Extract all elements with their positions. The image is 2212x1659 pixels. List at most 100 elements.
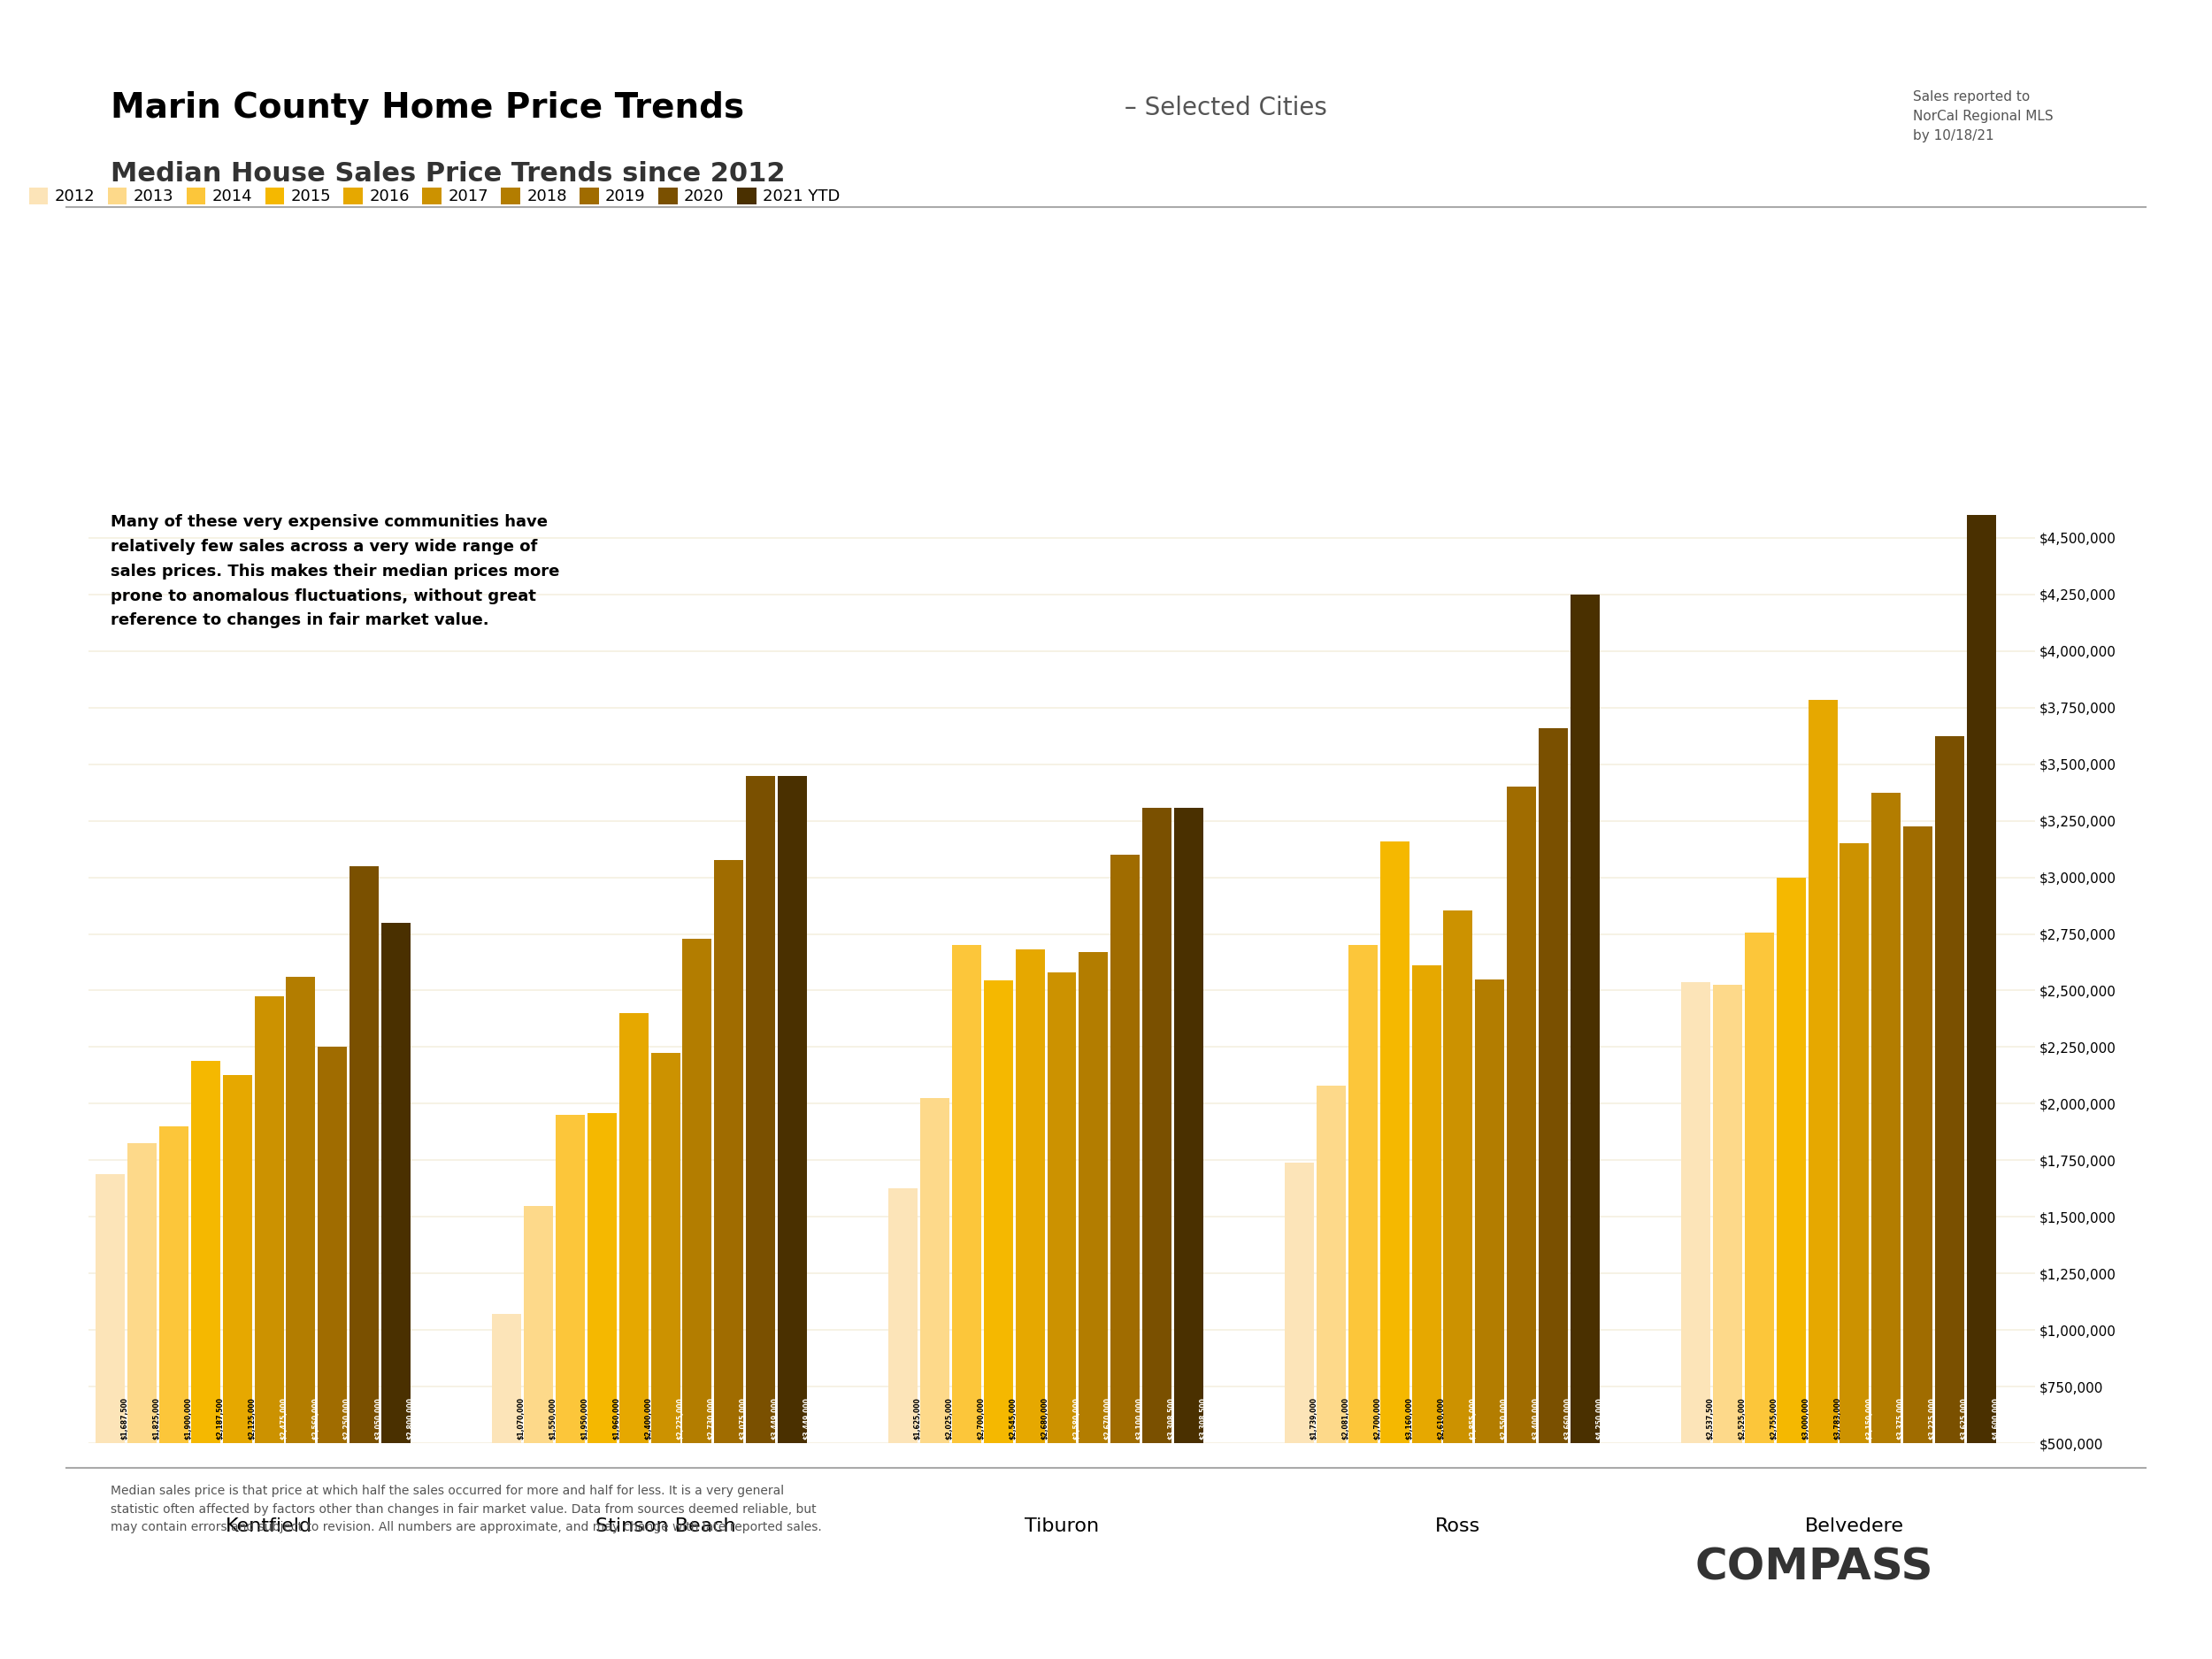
Bar	[524, 1206, 553, 1443]
Bar	[1966, 514, 1995, 1443]
Bar	[984, 980, 1013, 1443]
Bar	[588, 1113, 617, 1443]
Bar	[1380, 841, 1409, 1443]
Bar	[1807, 700, 1838, 1443]
Bar	[1411, 966, 1440, 1443]
Text: $2,610,000: $2,610,000	[1438, 1397, 1444, 1440]
Bar	[1712, 985, 1743, 1443]
Text: $3,150,000: $3,150,000	[1865, 1397, 1874, 1440]
Bar	[779, 776, 807, 1443]
Bar	[349, 866, 378, 1443]
Text: $2,580,000: $2,580,000	[1073, 1397, 1079, 1440]
Text: $1,625,000: $1,625,000	[914, 1397, 922, 1440]
Text: $2,670,000: $2,670,000	[1104, 1397, 1113, 1440]
Text: Median House Sales Price Trends since 2012: Median House Sales Price Trends since 20…	[111, 161, 785, 187]
Bar	[319, 1047, 347, 1443]
Text: $2,755,000: $2,755,000	[1770, 1397, 1778, 1440]
Text: $2,225,000: $2,225,000	[677, 1397, 684, 1440]
Text: Many of these very expensive communities have
relatively few sales across a very: Many of these very expensive communities…	[111, 514, 560, 629]
Text: $3,625,000: $3,625,000	[1960, 1397, 1969, 1440]
Text: Marin County Home Price Trends: Marin County Home Price Trends	[111, 91, 743, 124]
Bar	[128, 1143, 157, 1443]
Bar	[1540, 728, 1568, 1443]
Bar	[714, 861, 743, 1443]
Text: $2,081,000: $2,081,000	[1343, 1397, 1349, 1440]
Bar	[1141, 808, 1172, 1443]
Text: $2,800,000: $2,800,000	[407, 1397, 414, 1440]
Bar	[254, 995, 283, 1443]
Text: $2,730,000: $2,730,000	[708, 1397, 717, 1440]
Text: $3,160,000: $3,160,000	[1405, 1397, 1413, 1440]
Bar	[285, 977, 316, 1443]
Text: $1,960,000: $1,960,000	[613, 1397, 622, 1440]
Text: $3,308,500: $3,308,500	[1199, 1397, 1208, 1440]
Bar	[1349, 946, 1378, 1443]
Text: $3,225,000: $3,225,000	[1929, 1397, 1936, 1440]
Text: $2,537,500: $2,537,500	[1705, 1397, 1714, 1440]
Bar	[619, 1014, 648, 1443]
Text: $2,560,000: $2,560,000	[312, 1397, 319, 1440]
Text: $2,025,000: $2,025,000	[945, 1397, 953, 1440]
Bar	[1571, 594, 1599, 1443]
Text: COMPASS: COMPASS	[1694, 1546, 1933, 1589]
Bar	[951, 946, 982, 1443]
Bar	[1902, 826, 1933, 1443]
Bar	[1316, 1085, 1345, 1443]
Text: $2,525,000: $2,525,000	[1739, 1399, 1745, 1440]
Text: $1,950,000: $1,950,000	[582, 1397, 588, 1440]
Text: $1,550,000: $1,550,000	[549, 1399, 557, 1440]
Text: $2,700,000: $2,700,000	[978, 1397, 984, 1440]
Text: $4,600,000: $4,600,000	[1993, 1397, 2000, 1440]
Bar	[889, 1188, 918, 1443]
Text: $3,400,000: $3,400,000	[1533, 1397, 1540, 1440]
Text: $3,000,000: $3,000,000	[1801, 1397, 1809, 1440]
Text: $2,125,000: $2,125,000	[248, 1397, 257, 1440]
Bar	[1015, 949, 1044, 1443]
Bar	[1506, 786, 1535, 1443]
Bar	[555, 1115, 584, 1443]
Text: $2,545,000: $2,545,000	[1009, 1399, 1018, 1440]
Bar	[380, 922, 411, 1443]
Text: $3,075,000: $3,075,000	[739, 1397, 748, 1440]
Legend: 2012, 2013, 2014, 2015, 2016, 2017, 2018, 2019, 2020, 2021 YTD: 2012, 2013, 2014, 2015, 2016, 2017, 2018…	[22, 181, 847, 211]
Bar	[1110, 854, 1139, 1443]
Bar	[1285, 1163, 1314, 1443]
Bar	[1840, 843, 1869, 1443]
Text: $3,100,000: $3,100,000	[1135, 1397, 1144, 1440]
Text: $2,680,000: $2,680,000	[1040, 1397, 1048, 1440]
Text: $2,855,000: $2,855,000	[1469, 1397, 1478, 1440]
Text: Sales reported to
NorCal Regional MLS
by 10/18/21: Sales reported to NorCal Regional MLS by…	[1913, 90, 2053, 143]
Text: $1,900,000: $1,900,000	[184, 1397, 192, 1440]
Text: $3,308,500: $3,308,500	[1168, 1397, 1175, 1440]
Text: $2,550,000: $2,550,000	[1500, 1399, 1509, 1440]
Text: Median sales price is that price at which half the sales occurred for more and h: Median sales price is that price at whic…	[111, 1485, 823, 1533]
Bar	[650, 1053, 679, 1443]
Text: $2,400,000: $2,400,000	[644, 1397, 653, 1440]
Bar	[1046, 972, 1077, 1443]
Bar	[1475, 979, 1504, 1443]
Text: $1,070,000: $1,070,000	[518, 1397, 526, 1440]
Text: $2,475,000: $2,475,000	[279, 1397, 288, 1440]
Bar	[745, 776, 774, 1443]
Bar	[1175, 808, 1203, 1443]
Text: $3,449,000: $3,449,000	[803, 1397, 812, 1440]
Bar	[1681, 982, 1710, 1443]
Bar	[223, 1075, 252, 1443]
Text: $4,250,000: $4,250,000	[1595, 1397, 1604, 1440]
Bar	[159, 1126, 188, 1443]
Text: $2,187,500: $2,187,500	[217, 1397, 223, 1440]
Bar	[493, 1314, 522, 1443]
Text: $1,825,000: $1,825,000	[153, 1397, 161, 1440]
Text: $3,375,000: $3,375,000	[1896, 1397, 1905, 1440]
Text: $3,783,000: $3,783,000	[1834, 1397, 1840, 1440]
Bar	[684, 939, 712, 1443]
Bar	[190, 1062, 221, 1443]
Text: $3,050,000: $3,050,000	[374, 1397, 383, 1440]
Bar	[1079, 952, 1108, 1443]
Text: $3,660,000: $3,660,000	[1564, 1397, 1573, 1440]
Bar	[1776, 878, 1805, 1443]
Bar	[95, 1175, 126, 1443]
Text: – Selected Cities: – Selected Cities	[1117, 96, 1327, 119]
Bar	[920, 1098, 949, 1443]
Text: $1,687,500: $1,687,500	[122, 1397, 128, 1440]
